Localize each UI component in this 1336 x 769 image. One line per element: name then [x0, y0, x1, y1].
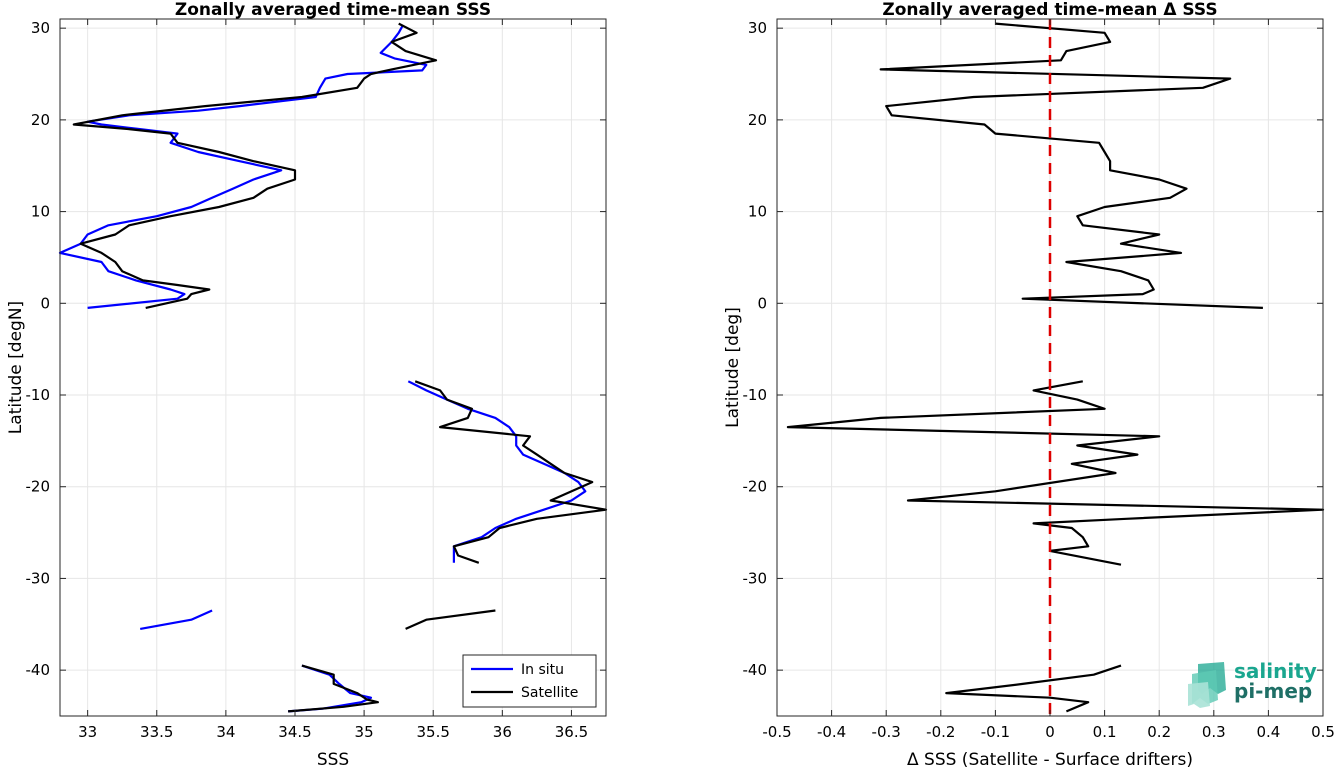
r-x-tick-label: 0.2: [1147, 723, 1171, 741]
l-y-tick-label: 30: [31, 19, 50, 37]
r-y-tick-label: -30: [743, 569, 768, 587]
in-situ-series-line: [140, 609, 213, 630]
right-x-axis-label: Δ SSS (Satellite - Surface drifters): [907, 750, 1193, 769]
delta-sss-series-line: [879, 22, 1263, 309]
r-x-tick-label: 0: [1045, 723, 1055, 741]
satellite-series-line: [72, 22, 438, 309]
r-x-tick-label: 0.4: [1256, 723, 1280, 741]
left-plot-area: [60, 19, 606, 716]
r-y-tick-label: -10: [743, 386, 768, 404]
r-y-tick-label: 10: [748, 203, 767, 221]
logo-text-salinity: salinity: [1234, 659, 1317, 683]
legend-label-in-situ: In situ: [521, 662, 564, 678]
r-x-tick-label: -0.2: [926, 723, 955, 741]
left-chart-panel: 33 33.5 34 34.5 35 35.5 36 36.5 -40 -30 -20 -10 0 10 2…: [6, 0, 608, 769]
legend-label-satellite: Satellite: [521, 685, 578, 701]
satellite-series-line: [414, 380, 608, 564]
l-x-tick-label: 36.5: [555, 723, 588, 741]
l-x-tick-label: 33: [78, 723, 97, 741]
left-series-lines: [58, 22, 608, 713]
satellite-series-line: [405, 609, 496, 630]
r-x-tick-label: 0.5: [1311, 723, 1335, 741]
in-situ-series-line: [58, 24, 428, 309]
left-grid: [60, 19, 606, 716]
left-x-axis-label: SSS: [317, 750, 349, 769]
delta-sss-series-line: [786, 380, 1325, 566]
right-tick-labels: -0.5 -0.4 -0.3 -0.2 -0.1 0 0.1 0.2 0.3 0.4 0.5 -40 -…: [743, 19, 1335, 741]
legend: In situ Satellite: [462, 654, 597, 708]
l-x-tick-label: 36: [493, 723, 512, 741]
right-chart-title: Zonally averaged time-mean Δ SSS: [882, 0, 1217, 20]
delta-sss-series-line: [945, 664, 1122, 713]
l-y-tick-label: -40: [26, 661, 51, 679]
right-series-lines: [786, 22, 1325, 713]
l-x-tick-label: 35.5: [417, 723, 450, 741]
r-y-tick-label: 0: [757, 294, 767, 312]
satellite-series-line: [288, 664, 379, 713]
legend-box: [462, 654, 597, 708]
l-x-tick-label: 34.5: [278, 723, 311, 741]
l-x-tick-label: 33.5: [140, 723, 173, 741]
l-y-tick-label: 20: [31, 111, 50, 129]
left-chart-title: Zonally averaged time-mean SSS: [175, 0, 491, 20]
logo-wave-shape-front: [1188, 682, 1210, 708]
left-tick-labels: 33 33.5 34 34.5 35 35.5 36 36.5 -40 -30 -20 -10 0 10 2…: [26, 19, 606, 741]
right-chart-panel: -0.5 -0.4 -0.3 -0.2 -0.1 0 0.1 0.2 0.3 0.4 0.5 -40 -…: [723, 0, 1335, 769]
r-y-tick-label: 20: [748, 111, 767, 129]
salinity-pi-mep-logo: salinity pi-mep: [1188, 659, 1317, 708]
l-y-tick-label: 10: [31, 203, 50, 221]
r-x-tick-label: 0.3: [1202, 723, 1226, 741]
l-x-tick-label: 35: [355, 723, 374, 741]
r-x-tick-label: -0.4: [817, 723, 846, 741]
l-y-tick-label: -30: [26, 569, 51, 587]
r-y-tick-label: -40: [743, 661, 768, 679]
l-y-tick-label: -20: [26, 478, 51, 496]
l-y-tick-label: 0: [40, 294, 50, 312]
r-x-tick-label: -0.1: [981, 723, 1010, 741]
r-x-tick-label: 0.1: [1093, 723, 1117, 741]
l-y-tick-label: -10: [26, 386, 51, 404]
left-axes-frame: [59, 18, 607, 717]
logo-text-pi-mep: pi-mep: [1234, 679, 1312, 703]
right-y-axis-label: Latitude [deg]: [723, 307, 743, 428]
r-x-tick-label: -0.5: [762, 723, 791, 741]
r-x-tick-label: -0.3: [872, 723, 901, 741]
l-x-tick-label: 34: [216, 723, 235, 741]
left-y-axis-label: Latitude [degN]: [6, 301, 26, 434]
r-y-tick-label: 30: [748, 19, 767, 37]
r-y-tick-label: -20: [743, 478, 768, 496]
